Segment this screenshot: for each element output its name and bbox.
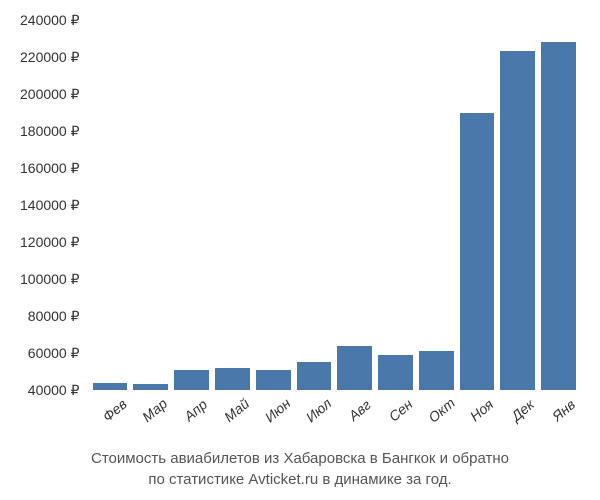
bars-container <box>88 20 580 390</box>
bar-column <box>419 20 454 390</box>
bar-column <box>500 20 535 390</box>
y-axis: 40000 ₽60000 ₽80000 ₽100000 ₽120000 ₽140… <box>20 20 88 440</box>
bar-column <box>297 20 332 390</box>
x-tick: Окт <box>423 393 460 428</box>
bar <box>297 362 332 390</box>
x-tick: Мар <box>136 393 173 428</box>
bar-column <box>541 20 576 390</box>
x-tick: Фев <box>96 393 133 428</box>
caption-line-1: Стоимость авиабилетов из Хабаровска в Ба… <box>20 448 580 469</box>
bar-column <box>460 20 495 390</box>
bar <box>500 51 535 390</box>
x-tick: Июн <box>259 393 296 428</box>
caption-line-2: по статистике Avticket.ru в динамике за … <box>20 469 580 490</box>
bar <box>419 351 454 390</box>
bar <box>256 370 291 390</box>
bar <box>337 346 372 390</box>
chart-caption: Стоимость авиабилетов из Хабаровска в Ба… <box>20 448 580 490</box>
x-tick: Ноя <box>463 393 500 428</box>
bar <box>174 370 209 390</box>
x-tick: Май <box>218 393 255 428</box>
bar-column <box>256 20 291 390</box>
bar-column <box>93 20 128 390</box>
bar-column <box>378 20 413 390</box>
x-tick: Янв <box>545 393 582 428</box>
x-tick: Авг <box>341 393 378 428</box>
plot-region: ФевМарАпрМайИюнИюлАвгСенОктНояДекЯнв <box>88 20 580 440</box>
bar <box>378 355 413 390</box>
x-tick: Апр <box>177 393 214 428</box>
bar <box>93 383 128 390</box>
bar-column <box>215 20 250 390</box>
x-tick: Дек <box>504 393 541 428</box>
x-tick: Сен <box>382 393 419 428</box>
bar-column <box>174 20 209 390</box>
bar <box>460 113 495 391</box>
x-axis: ФевМарАпрМайИюнИюлАвгСенОктНояДекЯнв <box>88 390 580 440</box>
x-tick: Июл <box>300 393 337 428</box>
bar-column <box>337 20 372 390</box>
bar <box>215 368 250 390</box>
chart-area: 40000 ₽60000 ₽80000 ₽100000 ₽120000 ₽140… <box>20 20 580 440</box>
bar-column <box>133 20 168 390</box>
bar <box>541 42 576 390</box>
